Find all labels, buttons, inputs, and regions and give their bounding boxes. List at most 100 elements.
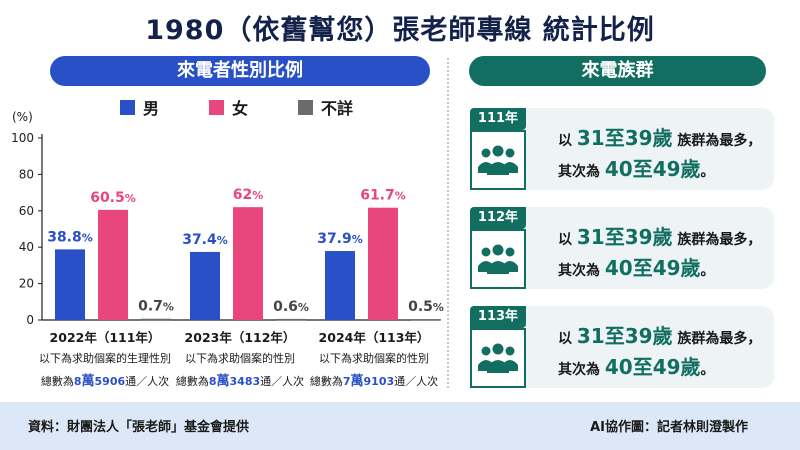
- top-age-range: 31至39歲: [576, 225, 673, 249]
- section-divider: [447, 58, 449, 388]
- legend-item-female: 女: [209, 95, 248, 119]
- line2-pre: 其次為: [558, 362, 600, 378]
- bar-女-2: [368, 207, 398, 320]
- total-c: 3483: [229, 375, 261, 388]
- source-credit: 資料：財團法人「張老師」基金會提供: [28, 420, 250, 435]
- bar-value-label: 62%: [233, 187, 264, 203]
- total-c: 9103: [363, 375, 395, 388]
- year-tag: 112年: [470, 207, 526, 229]
- people-group-icon: [470, 130, 526, 190]
- age-group-card-111: 111年 以 31至39歲 族群為最多， 其次為 40至49歲。: [470, 108, 774, 190]
- total-prefix: 總數為: [175, 375, 209, 388]
- line1-pre: 以: [558, 133, 572, 149]
- people-group-icon: [470, 229, 526, 289]
- year-tag: 113年: [470, 306, 526, 328]
- legend-swatch-male: [120, 99, 135, 115]
- second-age-range: 40至49歲: [604, 355, 701, 379]
- line2-pre: 其次為: [558, 164, 600, 180]
- bar-不詳-2: [411, 319, 441, 321]
- y-tick-label: 60: [19, 204, 34, 218]
- line1-post: 族群為最多，: [677, 133, 762, 149]
- y-tick-label: 0: [26, 313, 34, 327]
- legend-swatch-female: [209, 99, 225, 115]
- bar-value-label: 0.7%: [138, 299, 174, 315]
- y-tick-label: 80: [19, 167, 34, 181]
- bar-value-label: 38.8%: [47, 229, 93, 245]
- top-age-range: 31至39歲: [576, 324, 673, 348]
- age-group-card-113: 113年 以 31至39歲 族群為最多， 其次為 40至49歲。: [470, 306, 774, 388]
- category-2022: 2022年（111年） 以下為求助個案的生理性別 總數為8萬5906通／人次: [35, 327, 175, 389]
- legend-swatch-unknown: [298, 99, 314, 115]
- age-section-header: 來電族群: [469, 56, 766, 86]
- category-year: 2023年（112年）: [184, 330, 296, 345]
- legend-item-male: 男: [120, 95, 159, 119]
- bar-不詳-1: [276, 318, 306, 321]
- legend-label-unknown: 不詳: [321, 99, 354, 118]
- bar-value-label: 60.5%: [90, 190, 136, 206]
- total-prefix: 總數為: [309, 375, 343, 388]
- line1-pre: 以: [558, 331, 572, 347]
- category-2024: 2024年（113年） 以下為求助個案的性別 總數為7萬9103通／人次: [304, 327, 444, 389]
- people-group-icon: [470, 328, 526, 388]
- line2-post: 。: [700, 263, 715, 279]
- category-desc: 以下為求助個案的生理性別: [39, 352, 171, 365]
- bar-女-0: [98, 209, 128, 320]
- legend-label-male: 男: [143, 99, 160, 118]
- line2-pre: 其次為: [558, 263, 600, 279]
- y-tick-label: 100: [11, 131, 34, 145]
- line1-post: 族群為最多，: [677, 232, 762, 248]
- bar-value-label: 61.7%: [360, 188, 406, 204]
- total-suffix: 通／人次: [260, 375, 305, 388]
- line1-pre: 以: [558, 232, 572, 248]
- bar-value-label: 0.5%: [408, 299, 444, 315]
- bar-value-label: 0.6%: [273, 299, 309, 315]
- category-year: 2024年（113年）: [318, 330, 430, 345]
- line2-post: 。: [700, 362, 715, 378]
- bar-不詳-0: [141, 318, 171, 321]
- category-total: 總數為8萬3483通／人次: [170, 370, 310, 389]
- age-group-text: 以 31至39歲 族群為最多， 其次為 40至49歲。: [558, 322, 761, 384]
- total-prefix: 總數為: [40, 375, 74, 388]
- age-group-text: 以 31至39歲 族群為最多， 其次為 40至49歲。: [558, 223, 761, 285]
- y-tick-label: 20: [19, 277, 34, 291]
- bar-女-1: [233, 207, 263, 320]
- line1-post: 族群為最多，: [677, 331, 762, 347]
- age-group-card-112: 112年 以 31至39歲 族群為最多， 其次為 40至49歲。: [470, 207, 774, 289]
- bar-男-0: [55, 249, 85, 320]
- chart-legend: 男 女 不詳: [120, 95, 403, 119]
- gender-section-header: 來電者性別比例: [50, 56, 430, 86]
- footer: 資料：財團法人「張老師」基金會提供 AI協作圖：記者林則澄製作: [0, 402, 800, 450]
- top-age-range: 31至39歲: [576, 126, 673, 150]
- bar-value-label: 37.4%: [182, 232, 228, 248]
- age-group-text: 以 31至39歲 族群為最多， 其次為 40至49歲。: [558, 124, 761, 186]
- y-tick-label: 40: [19, 240, 34, 254]
- category-desc: 以下為求助個案的性別: [319, 352, 429, 365]
- total-b: 萬: [350, 374, 364, 389]
- category-2023: 2023年（112年） 以下為求助個案的性別 總數為8萬3483通／人次: [170, 327, 310, 389]
- total-b: 萬: [216, 374, 230, 389]
- category-desc: 以下為求助個案的性別: [185, 352, 295, 365]
- total-b: 萬: [81, 374, 95, 389]
- category-total: 總數為7萬9103通／人次: [304, 370, 444, 389]
- total-a: 7: [342, 375, 351, 388]
- page-title: 1980（依舊幫您）張老師專線 統計比例: [145, 15, 655, 46]
- category-total: 總數為8萬5906通／人次: [35, 370, 175, 389]
- second-age-range: 40至49歲: [604, 256, 701, 280]
- category-year: 2022年（111年）: [49, 330, 161, 345]
- bar-value-label: 37.9%: [317, 231, 363, 247]
- graphic-credit: AI協作圖：記者林則澄製作: [590, 420, 748, 435]
- legend-label-female: 女: [232, 99, 249, 118]
- total-suffix: 通／人次: [125, 375, 170, 388]
- legend-item-unknown: 不詳: [298, 95, 353, 119]
- total-a: 8: [208, 375, 217, 388]
- second-age-range: 40至49歲: [604, 157, 701, 181]
- line2-post: 。: [700, 164, 715, 180]
- total-suffix: 通／人次: [394, 375, 439, 388]
- y-axis-unit: (%): [12, 110, 33, 124]
- year-tag: 111年: [470, 108, 526, 130]
- bar-男-1: [190, 251, 220, 320]
- total-c: 5906: [94, 375, 126, 388]
- bar-男-2: [325, 251, 355, 320]
- total-a: 8: [73, 375, 82, 388]
